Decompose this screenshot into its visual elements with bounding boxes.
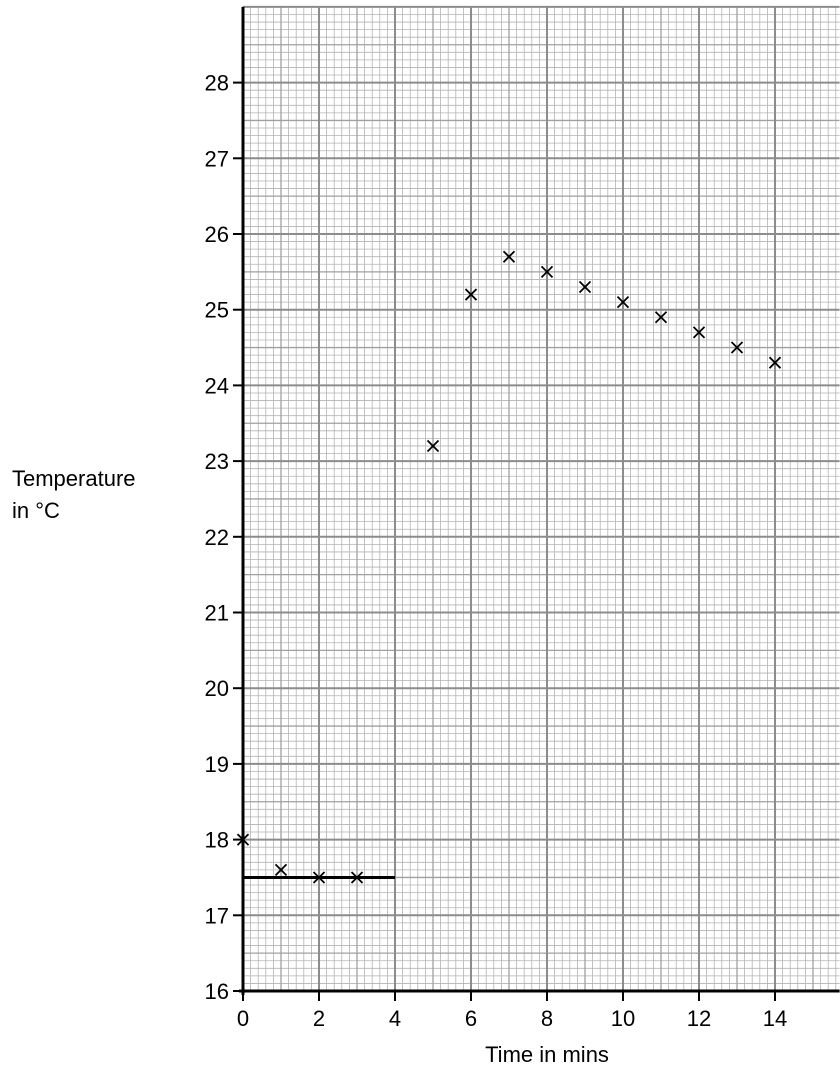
y-tick-label: 27 bbox=[205, 146, 229, 171]
y-tick-label: 22 bbox=[205, 525, 229, 550]
x-tick-label: 8 bbox=[541, 1006, 553, 1031]
cross-stroke bbox=[236, 833, 250, 846]
cross-stroke bbox=[692, 326, 706, 339]
cross-stroke bbox=[464, 288, 478, 301]
data-point-cross bbox=[616, 295, 630, 309]
x-tick-label: 14 bbox=[763, 1006, 787, 1031]
y-tick-label: 18 bbox=[205, 828, 229, 853]
data-points bbox=[236, 250, 782, 884]
data-point-cross bbox=[426, 439, 440, 453]
data-point-cross bbox=[654, 311, 668, 324]
y-axis-title-line-2: in °C bbox=[12, 498, 60, 523]
y-tick-label: 19 bbox=[205, 752, 229, 777]
y-tick-label: 24 bbox=[205, 373, 229, 398]
y-tick-label: 16 bbox=[205, 979, 229, 1004]
data-point-cross bbox=[730, 341, 744, 354]
data-point-cross bbox=[502, 250, 516, 263]
cross-stroke bbox=[654, 311, 668, 324]
data-point-cross bbox=[350, 871, 364, 884]
y-tick-label: 25 bbox=[205, 298, 229, 323]
data-point-cross bbox=[274, 863, 288, 877]
cross-stroke bbox=[540, 265, 554, 278]
x-tick-label: 10 bbox=[611, 1006, 635, 1031]
y-tick-label: 28 bbox=[205, 71, 229, 96]
x-tick-label: 0 bbox=[237, 1006, 249, 1031]
y-tick-labels: 16 17 18 19 20 21 22 23 24 25 26 27 28 bbox=[205, 71, 243, 1004]
data-point-cross bbox=[312, 871, 326, 884]
x-tick-label: 12 bbox=[687, 1006, 711, 1031]
y-axis-title-line-1: Temperature bbox=[12, 466, 136, 491]
x-tick-label: 2 bbox=[313, 1006, 325, 1031]
data-point-cross bbox=[768, 356, 782, 369]
data-point-cross bbox=[464, 288, 478, 301]
axes bbox=[239, 6, 840, 995]
x-tick-label: 6 bbox=[465, 1006, 477, 1031]
cross-stroke bbox=[426, 439, 440, 453]
mid-grid bbox=[243, 6, 840, 991]
y-tick-label: 17 bbox=[205, 903, 229, 928]
data-point-cross bbox=[578, 280, 592, 294]
cross-stroke bbox=[578, 280, 592, 294]
cross-stroke bbox=[730, 341, 744, 354]
cross-stroke bbox=[768, 356, 782, 369]
major-grid bbox=[242, 5, 840, 992]
y-tick-label: 23 bbox=[205, 449, 229, 474]
y-tick-label: 26 bbox=[205, 222, 229, 247]
x-axis-title: Time in mins bbox=[485, 1042, 609, 1067]
data-point-cross bbox=[692, 326, 706, 339]
y-tick-label: 20 bbox=[205, 676, 229, 701]
cross-stroke bbox=[274, 863, 288, 877]
cross-stroke bbox=[350, 871, 364, 884]
x-tick-labels: 0 2 4 6 8 10 12 14 bbox=[237, 991, 787, 1031]
y-tick-label: 21 bbox=[205, 601, 229, 626]
cross-stroke bbox=[312, 871, 326, 884]
cross-stroke bbox=[616, 295, 630, 309]
cross-stroke bbox=[502, 250, 516, 263]
data-point-cross bbox=[540, 265, 554, 278]
x-tick-label: 4 bbox=[389, 1006, 401, 1031]
data-point-cross bbox=[236, 833, 250, 846]
